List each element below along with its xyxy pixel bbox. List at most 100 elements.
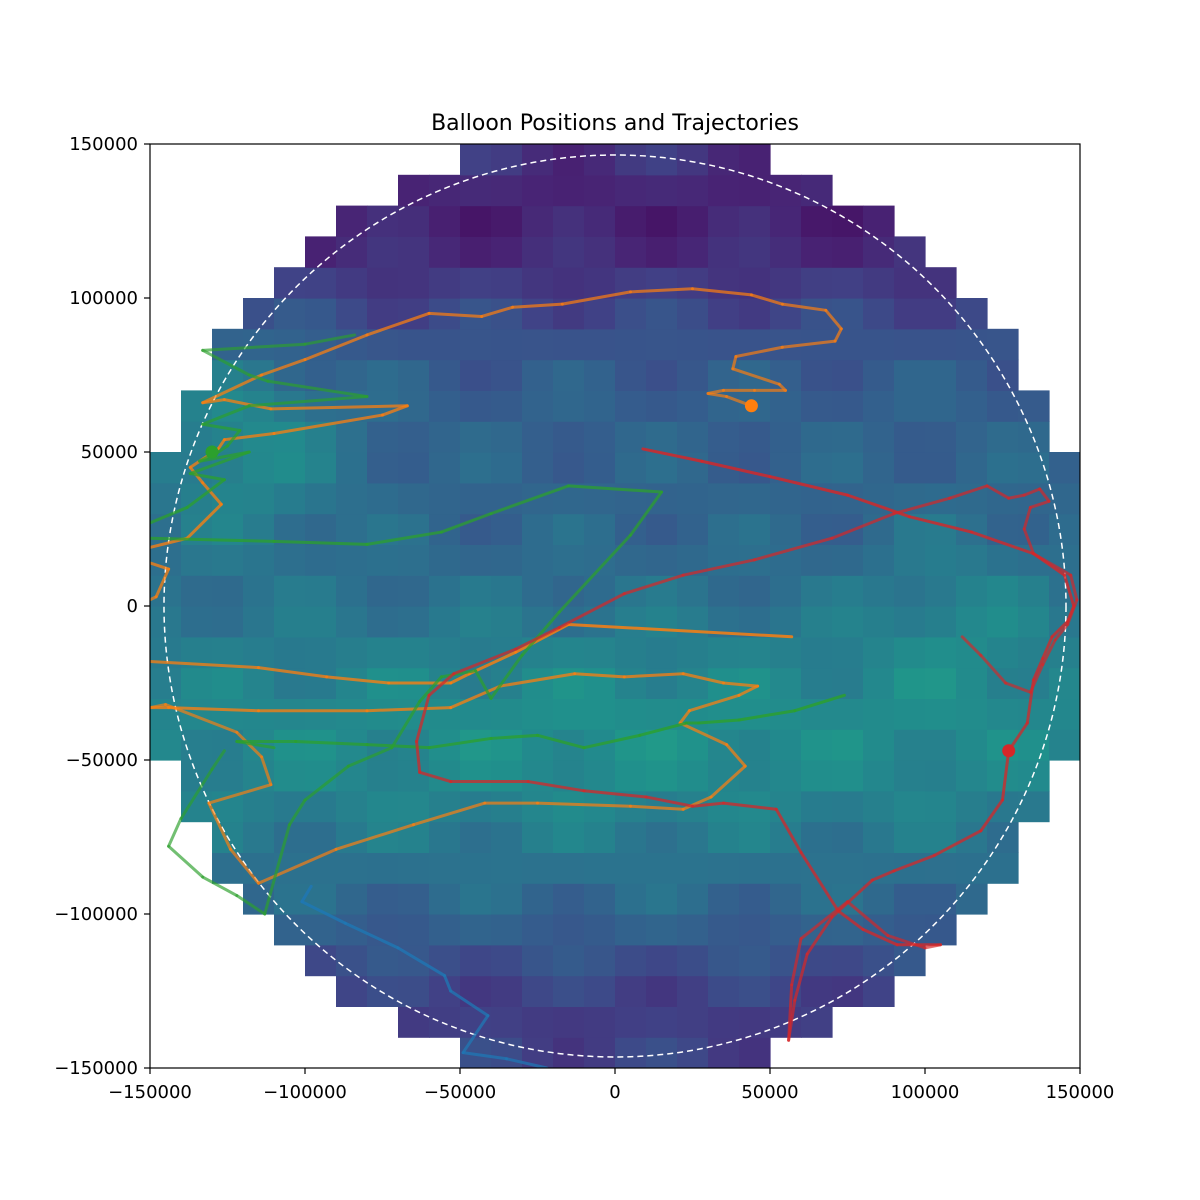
heatmap-cell — [243, 698, 275, 730]
heatmap-cell — [677, 914, 709, 946]
heatmap-cell — [863, 359, 895, 391]
heatmap-cell — [925, 359, 957, 391]
heatmap-cell — [615, 205, 647, 237]
heatmap-cell — [615, 698, 647, 730]
heatmap-cell — [460, 944, 492, 977]
heatmap-cell — [522, 205, 554, 237]
heatmap-cell — [677, 575, 709, 607]
trajectory-segment — [164, 703, 239, 734]
heatmap-cell — [553, 174, 585, 207]
heatmap-cell — [150, 667, 182, 699]
heatmap-cell — [491, 421, 523, 453]
heatmap-cell — [1049, 667, 1080, 699]
heatmap-cell — [336, 606, 368, 638]
trajectory-segment — [908, 515, 973, 534]
wind-field-heatmap — [150, 144, 1080, 1068]
heatmap-cell — [739, 298, 771, 330]
trajectory-segment — [846, 900, 890, 938]
heatmap-cell — [584, 667, 616, 699]
heatmap-cell — [398, 544, 430, 576]
trajectory-segment — [700, 459, 772, 479]
x-tick-label: −50000 — [424, 1082, 496, 1103]
trajectory-segment — [226, 428, 242, 448]
trajectory-segment — [573, 672, 626, 679]
balloon-markers — [205, 399, 1016, 758]
heatmap-cell — [429, 205, 461, 237]
heatmap-cell — [739, 852, 771, 884]
heatmap-cell — [832, 944, 864, 977]
heatmap-cell — [646, 606, 678, 638]
heatmap-cell — [1049, 482, 1080, 515]
heatmap-cell — [584, 852, 616, 884]
heatmap-cell — [894, 667, 926, 699]
heatmap-cell — [367, 205, 399, 237]
trajectory-segment — [641, 447, 704, 463]
trajectory-segment — [489, 733, 539, 740]
heatmap-cell — [956, 606, 988, 638]
heatmap-cell — [801, 174, 833, 207]
heatmap-cell — [305, 513, 337, 545]
heatmap-cell — [429, 944, 461, 977]
heatmap-cell — [1049, 698, 1080, 730]
heatmap-cell — [770, 390, 802, 422]
trajectory-segment — [263, 823, 291, 916]
heatmap-cell — [305, 698, 337, 730]
heatmap-cell — [677, 1037, 709, 1068]
heatmap-cell — [863, 883, 895, 915]
heatmap-cell — [863, 267, 895, 299]
trajectories — [150, 287, 1079, 1068]
heatmap-cell — [429, 883, 461, 915]
heatmap-cell — [863, 667, 895, 699]
heatmap-cell — [367, 944, 399, 977]
heatmap-cell — [460, 205, 492, 237]
heatmap-cell — [274, 698, 306, 730]
heatmap-cell — [832, 236, 864, 268]
trajectory-segment — [1053, 622, 1070, 642]
heatmap-cell — [398, 883, 430, 915]
heatmap-cell — [646, 914, 678, 946]
heatmap-cell — [863, 790, 895, 823]
trajectory-segment — [514, 626, 561, 651]
heatmap-cell — [770, 606, 802, 638]
heatmap-cell — [398, 914, 430, 946]
heatmap-cell — [522, 421, 554, 453]
trajectory-segment — [247, 373, 270, 383]
heatmap-cell — [243, 298, 275, 330]
heatmap-cell — [398, 1006, 430, 1038]
heatmap-cell — [584, 513, 616, 545]
heatmap-cell — [739, 174, 771, 207]
trajectory-segment — [365, 530, 443, 546]
trajectory-segment — [167, 844, 205, 879]
heatmap-cell — [708, 821, 740, 853]
y-axis: −150000 −100000 −50000 0 50000 100000 150000 — [54, 134, 150, 1079]
heatmap-cell — [956, 883, 988, 915]
trajectory-segment — [514, 622, 570, 654]
heatmap-cell — [522, 667, 554, 699]
heatmap-cell — [553, 698, 585, 730]
heatmap-cell — [801, 452, 833, 484]
heatmap-cell — [863, 975, 895, 1007]
balloon-marker — [744, 399, 758, 413]
heatmap-cell — [801, 821, 833, 853]
heatmap-cell — [553, 236, 585, 268]
heatmap-cell — [646, 883, 678, 915]
trajectory-segment — [629, 804, 685, 811]
heatmap-cell — [894, 636, 926, 669]
heatmap-cell — [522, 174, 554, 207]
y-tick-label: 100000 — [69, 288, 138, 309]
heatmap-cell — [615, 852, 647, 884]
trajectory-segment — [706, 391, 729, 399]
heatmap-cell — [956, 790, 988, 823]
heatmap-cell — [429, 698, 461, 730]
heatmap-cell — [243, 452, 275, 484]
heatmap-cell — [863, 421, 895, 453]
heatmap-cell — [460, 883, 492, 915]
trajectory-segment — [427, 736, 493, 750]
heatmap-cell — [615, 914, 647, 946]
heatmap-cell — [553, 513, 585, 545]
trajectory-segment — [979, 798, 1004, 833]
trajectory-segment — [1063, 573, 1076, 608]
heatmap-cell — [646, 636, 678, 669]
trajectory-segment — [498, 672, 577, 688]
heatmap-cell — [274, 606, 306, 638]
